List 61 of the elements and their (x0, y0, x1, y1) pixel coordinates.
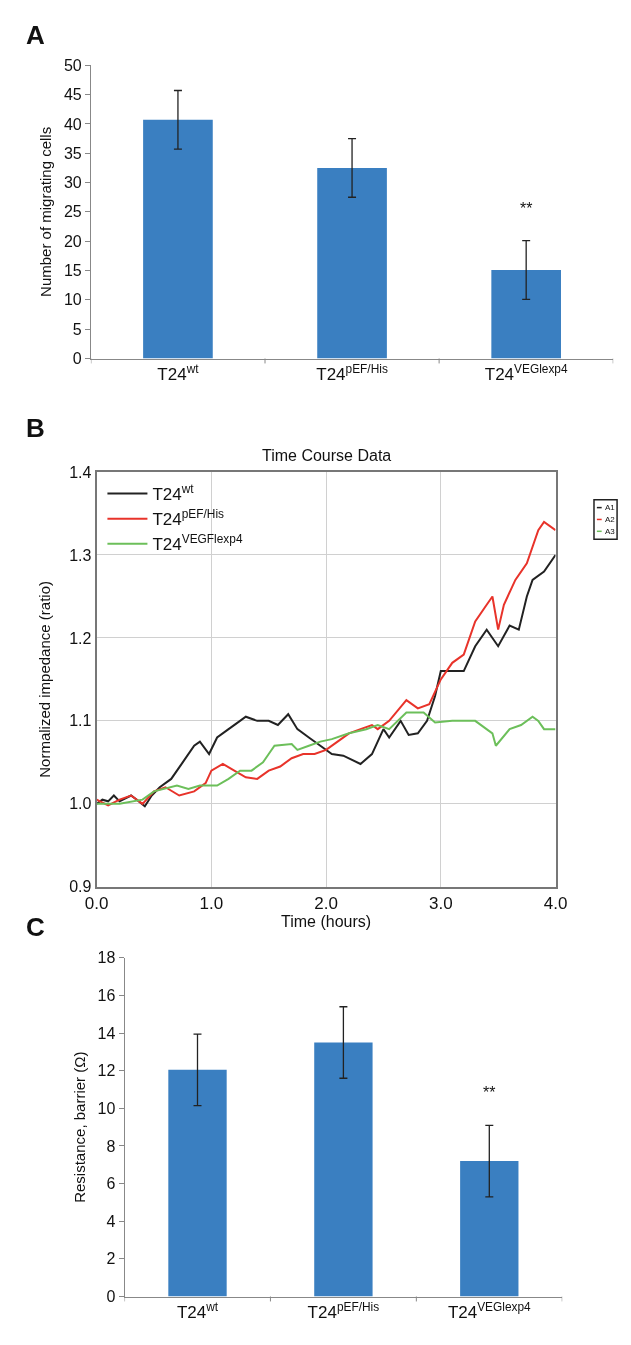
y-tick-label: 15 (63, 262, 82, 280)
bar (317, 167, 387, 359)
y-tick-label: 1.1 (69, 712, 92, 730)
y-tick-label: 14 (97, 1024, 116, 1042)
y-tick-label: 2 (106, 1250, 116, 1268)
annotation: ** (520, 200, 533, 217)
bar (491, 269, 561, 359)
y-tick-label: 30 (63, 174, 82, 192)
legend-label: T24$^{pEF/His}$ (152, 507, 225, 530)
x-axis-title: Time (hours) (281, 913, 372, 931)
y-tick-label: 12 (97, 1062, 116, 1080)
text: C (26, 912, 45, 942)
text: A (26, 20, 45, 50)
x-tick-label: T24$^{pEF/His}$ (316, 361, 388, 384)
legend-label: T24$^{VEGFlexp4}$ (152, 532, 243, 555)
y-axis-title: Number of migrating cells (37, 126, 55, 297)
y-tick-label: 18 (97, 949, 116, 967)
bar (168, 1069, 227, 1297)
chart-title: Time Course Data (262, 447, 392, 464)
y-tick-label: 8 (106, 1137, 116, 1155)
y-tick-label: 6 (106, 1175, 116, 1193)
x-tick-label: 2.0 (314, 894, 338, 914)
y-tick-label: 50 (63, 56, 82, 74)
y-tick-label: 10 (97, 1099, 116, 1117)
y-tick-label: 1.0 (69, 795, 92, 813)
y-tick-label: 25 (63, 203, 82, 221)
y-tick-label: 0 (106, 1288, 116, 1306)
x-tick-label: 0.0 (84, 894, 109, 914)
y-tick-label: 0 (72, 350, 82, 368)
line-series (96, 711, 556, 805)
x-tick-label: 3.0 (428, 894, 453, 914)
y-axis-title: Resistance, barrier (Ω) (70, 1051, 88, 1203)
y-tick-label: 5 (72, 320, 82, 338)
y-tick-label: 1.2 (69, 629, 92, 647)
y-tick-label: 40 (63, 115, 82, 133)
legend-label: T24$^{wt}$ (152, 482, 195, 505)
x-tick-label: 4.0 (543, 894, 568, 914)
x-tick-label: T24$^{VEGlexp4}$ (447, 1299, 532, 1322)
bar (314, 1042, 373, 1297)
y-tick-label: 10 (63, 291, 82, 309)
y-tick-label: 4 (106, 1212, 116, 1230)
x-tick-label: T24$^{VEGlexp4}$ (484, 361, 568, 384)
text: A2 (605, 515, 616, 524)
annotation: ** (483, 1084, 496, 1101)
bar (460, 1161, 519, 1297)
y-tick-label: 20 (63, 232, 82, 250)
x-tick-label: T24$^{pEF/His}$ (307, 1299, 380, 1322)
bar (143, 119, 213, 359)
y-tick-label: 1.4 (69, 463, 92, 481)
x-tick-label: 1.0 (199, 894, 224, 914)
text: A3 (605, 527, 616, 536)
x-tick-label: T24$^{wt}$ (176, 1299, 219, 1322)
y-tick-label: 16 (97, 987, 116, 1005)
y-tick-label: 0.9 (69, 878, 92, 896)
y-axis-title: Normalized impedance (ratio) (35, 581, 53, 778)
x-tick-label: T24$^{wt}$ (157, 361, 200, 384)
y-tick-label: 35 (63, 144, 82, 162)
y-tick-label: 1.3 (69, 546, 92, 564)
text: A1 (605, 503, 616, 512)
y-tick-label: 45 (63, 86, 82, 104)
text: B (26, 413, 45, 443)
